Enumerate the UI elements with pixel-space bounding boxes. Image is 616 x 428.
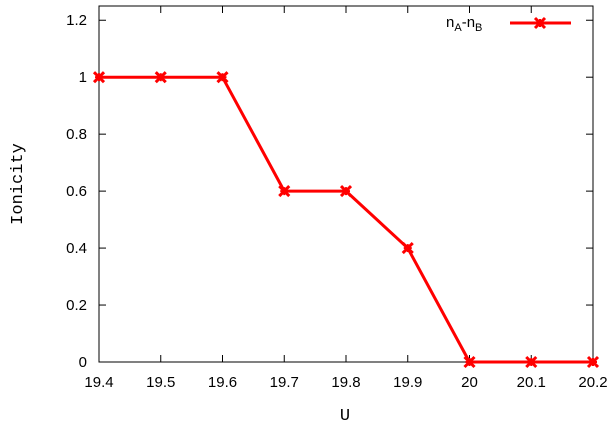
- y-axis-title: Ionicity: [9, 143, 28, 225]
- x-tick-label: 19.9: [393, 374, 422, 391]
- y-tick-label: 1.2: [66, 12, 87, 29]
- x-tick-label: 20.2: [578, 374, 607, 391]
- x-tick-label: 19.6: [208, 374, 237, 391]
- data-point-marker: [401, 242, 414, 255]
- data-point-marker: [92, 71, 106, 84]
- y-tick-label: 0.2: [66, 297, 87, 314]
- legend-label: nA-nB: [446, 14, 482, 34]
- axis-tick-labels: 19.4 19.5 19.6 19.7 19.8 19.9 20 20.1 20.2 0 0.2 0.…: [66, 12, 607, 391]
- x-tick-label: 20.1: [517, 374, 546, 391]
- x-tick-label: 20: [461, 374, 478, 391]
- series-layer: [92, 71, 600, 369]
- y-tick-label: 0.6: [66, 183, 87, 200]
- y-tick-label: 1: [79, 69, 87, 86]
- axis-ticks: [98, 6, 594, 363]
- x-tick-label: 19.5: [146, 374, 175, 391]
- data-point-marker: [154, 71, 167, 84]
- legend-marker-glyph: [533, 16, 547, 30]
- x-tick-label: 19.4: [84, 374, 113, 391]
- data-point-marker: [278, 185, 291, 198]
- y-tick-label: 0.8: [66, 126, 87, 143]
- x-tick-label: 19.8: [331, 374, 360, 391]
- x-axis-title: U: [340, 407, 350, 426]
- data-point-marker: [339, 185, 353, 198]
- legend-marker: [533, 16, 547, 30]
- data-point-marker: [463, 355, 476, 369]
- x-tick-label: 19.7: [270, 374, 299, 391]
- data-point-marker: [525, 355, 538, 369]
- plot-frame: [98, 5, 594, 363]
- y-tick-label: 0.4: [66, 240, 87, 257]
- series-line: [97, 75, 595, 364]
- y-tick-label: 0: [79, 354, 87, 371]
- data-point-marker: [586, 355, 600, 369]
- legend: nA-nB: [446, 14, 571, 34]
- data-point-marker: [216, 71, 229, 84]
